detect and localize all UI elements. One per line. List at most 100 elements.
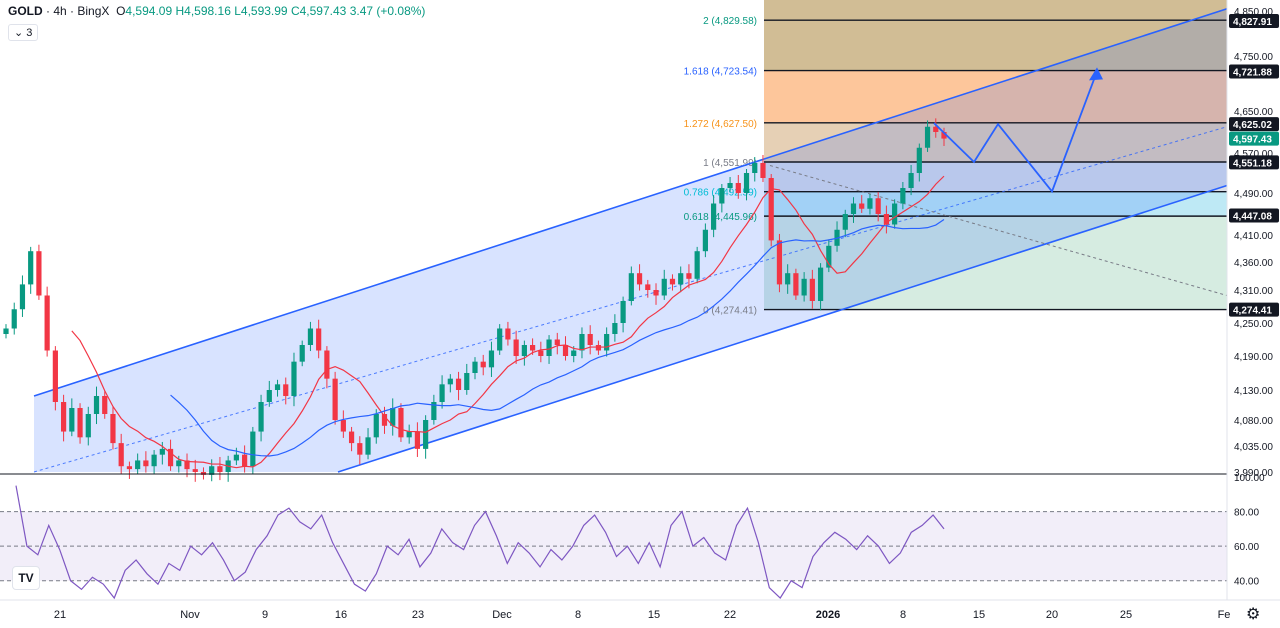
price-tick-label: 4,360.00	[1234, 258, 1273, 269]
settings-gear-icon[interactable]: ⚙	[1246, 606, 1261, 623]
candle-body	[768, 178, 774, 241]
candle-body	[332, 378, 338, 420]
price-tick-label: 4,410.00	[1234, 231, 1273, 242]
candle-body	[348, 431, 355, 444]
candle-body	[291, 361, 297, 396]
price-label-badge	[1229, 117, 1279, 132]
price-label-text: 4,827.91	[1233, 17, 1272, 28]
low-value: L4,593.99	[234, 4, 288, 18]
candle-body	[93, 396, 100, 414]
candle-body	[85, 414, 91, 438]
candle-body	[159, 448, 165, 455]
channel-upper-line[interactable]	[33, 7, 1228, 397]
time-tick-label: 21	[54, 609, 66, 621]
price-tick-label: 4,490.00	[1234, 189, 1273, 200]
candle-body	[192, 469, 198, 472]
candle-body	[694, 251, 700, 279]
symbol-name[interactable]: GOLD	[8, 4, 43, 18]
candle-body	[266, 390, 272, 402]
candle-body	[464, 373, 470, 390]
candle-body	[546, 339, 552, 356]
candle-body	[209, 466, 215, 475]
symbol-header: GOLD · 4h · BingX O4,594.09 H4,598.16 L4…	[8, 4, 426, 18]
exchange: BingX	[77, 4, 110, 18]
candle-body	[365, 437, 371, 455]
price-label-badge	[1229, 64, 1279, 79]
candle-body	[859, 203, 865, 209]
price-tick-label: 3,990.00	[1234, 468, 1273, 479]
indicators-toggle[interactable]: ⌄ 3	[8, 24, 39, 41]
candle-body	[554, 339, 560, 345]
candle-body	[785, 273, 791, 285]
candle-body	[801, 278, 807, 296]
candle-body	[505, 328, 511, 340]
price-label-text: 4,447.08	[1233, 212, 1272, 223]
candle-body	[826, 245, 832, 268]
candle-body	[274, 384, 281, 390]
candle-body	[661, 278, 667, 296]
time-axis[interactable]: 21 Nov 9 16 23 Dec 8 15 22 2026 8 15 20 25 Fe	[0, 599, 1280, 621]
candle-body	[324, 350, 330, 379]
candle-body	[44, 295, 50, 351]
close-value: C4,597.43	[290, 4, 347, 18]
time-tick-label: 15	[973, 609, 985, 621]
candle-body	[776, 240, 783, 285]
price-label-text: 4,274.41	[1233, 306, 1272, 317]
fib-zone-fill	[764, 20, 1227, 71]
price-tick-label: 4,130.00	[1234, 386, 1273, 397]
candle-body	[562, 345, 569, 356]
candle-body	[151, 454, 157, 467]
candle-body	[167, 448, 174, 467]
change-value: 3.47 (+0.08%)	[349, 4, 426, 18]
candle-body	[200, 472, 207, 475]
candle-body	[941, 132, 947, 139]
price-tick-label: 4,190.00	[1234, 352, 1273, 363]
candle-body	[711, 203, 717, 230]
time-tick-label: 9	[262, 609, 268, 621]
fib-zone-fill	[764, 162, 1227, 192]
time-tick-label: 23	[412, 609, 424, 621]
candle-body	[233, 454, 239, 461]
candle-body	[612, 323, 618, 334]
time-tick-label: 2026	[816, 609, 840, 621]
candle-body	[587, 334, 593, 345]
candle-body	[69, 408, 75, 432]
candle-body	[702, 229, 708, 252]
candle-body	[867, 198, 873, 209]
price-axis[interactable]: 4,850.00 4,750.00 4,650.00 4,570.00 4,490.00…	[1226, 0, 1280, 600]
interval[interactable]: 4h	[53, 4, 67, 18]
channel-lower-line[interactable]	[337, 184, 1228, 473]
diagonal-dashed-line	[769, 165, 1228, 296]
candle-body	[11, 309, 17, 329]
candle-body	[77, 408, 83, 438]
candle-body	[719, 188, 725, 204]
time-tick-label: 8	[900, 609, 906, 621]
candle-body	[398, 408, 404, 438]
candle-body	[892, 203, 898, 225]
candle-body	[480, 361, 486, 368]
candle-body	[414, 431, 421, 449]
candle-body	[678, 273, 684, 285]
time-tick-label: 20	[1046, 609, 1058, 621]
rsi-tick-label: 100.00	[1234, 473, 1265, 484]
candle-body	[102, 396, 108, 414]
rsi-tick-label: 60.00	[1234, 542, 1259, 553]
candle-body	[908, 173, 914, 188]
candle-body	[242, 454, 248, 467]
candle-body	[143, 460, 149, 467]
channel-fill	[34, 8, 1227, 472]
time-tick-label: Fe	[1218, 609, 1231, 621]
candle-body	[529, 345, 536, 351]
projection-path[interactable]	[933, 71, 1098, 194]
candle-body	[217, 466, 223, 472]
time-tick-label: 15	[648, 609, 660, 621]
candle-body	[809, 278, 815, 301]
fib-zone-fill	[764, 0, 1227, 21]
fib-level-label: 1.272 (4,627.50)	[684, 119, 757, 130]
tradingview-logo[interactable]: TV	[12, 566, 40, 590]
high-value: H4,598.16	[175, 4, 231, 18]
price-tick-label: 4,650.00	[1234, 107, 1273, 118]
fib-zone-fill	[764, 216, 1227, 310]
ma-fast-line	[71, 175, 945, 469]
